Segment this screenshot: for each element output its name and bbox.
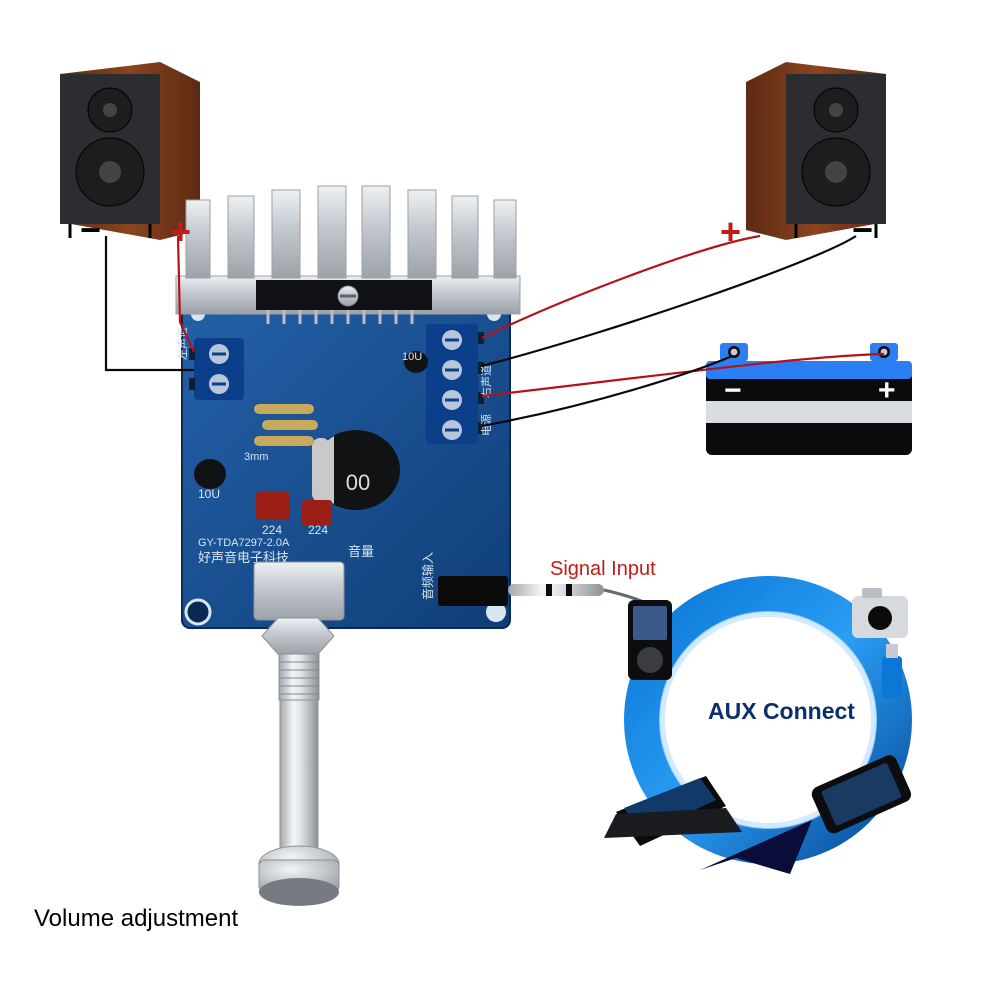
silk-audio-in: 音频输入 (420, 552, 435, 600)
left-terminal (189, 338, 244, 400)
resistors (254, 404, 318, 446)
signal-input-label: Signal Input (550, 558, 656, 581)
right-speaker-plus-sign: + (720, 214, 741, 250)
film-cap-1 (256, 492, 290, 520)
silk-224b: 224 (308, 523, 328, 537)
silk-10u: 10U (198, 487, 220, 501)
cap-small-left (194, 459, 226, 489)
volume-adjustment-label: Volume adjustment (34, 905, 238, 933)
volume-pot-icon (254, 562, 344, 906)
heatsink-icon (186, 186, 516, 278)
wiring-diagram-canvas: 左声道 右声道 电源 (0, 0, 1000, 1000)
scene-svg: 左声道 右声道 电源 (0, 0, 1000, 1000)
device-ipod (628, 600, 672, 680)
silk-224a: 224 (262, 523, 282, 537)
aux-connect-cluster (604, 588, 914, 874)
pcb-model-text: GY-TDA7297-2.0A (198, 537, 290, 549)
left-speaker-minus-sign: − (80, 212, 101, 248)
device-camera (852, 588, 908, 638)
right-speaker-minus-sign: − (852, 212, 873, 248)
left-speaker-plus-sign: + (170, 214, 191, 250)
silk-vol: 音量 (348, 544, 374, 559)
battery-minus-sign: − (724, 376, 742, 406)
silk-3mm: 3mm (244, 451, 268, 463)
amplifier-board: 左声道 右声道 电源 (175, 186, 604, 906)
right-terminal (426, 324, 484, 444)
aux-connect-label: AUX Connect (708, 698, 855, 725)
silk-10u-r: 10U (402, 351, 422, 363)
battery-plus-sign: + (878, 376, 896, 406)
main-capacitor-icon: 00 (312, 430, 400, 510)
svg-text:左声道: 左声道 (175, 327, 189, 360)
svg-text:00: 00 (346, 470, 370, 495)
svg-text:右声道: 右声道 (479, 365, 493, 398)
